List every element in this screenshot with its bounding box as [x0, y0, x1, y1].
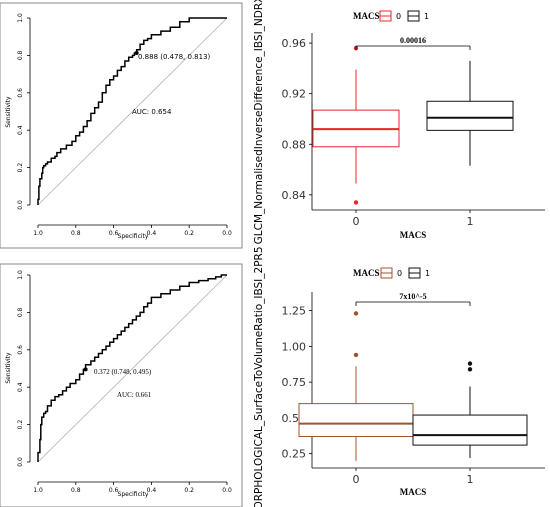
box-y-tick-label: 1.25: [282, 305, 307, 318]
roc-y-tick-label: 1.0: [17, 270, 24, 280]
box-y-tick-label: 0.92: [282, 88, 307, 101]
roc-y-tick-label: 0.6: [17, 88, 24, 98]
significance-bracket: 7x10^-5: [355, 292, 471, 306]
box-x-label: MACS: [400, 230, 427, 240]
roc-diagonal: [37, 17, 228, 206]
box-y-tick-label: 0.88: [282, 138, 307, 151]
roc-y-tick-label: 0.0: [17, 200, 24, 210]
roc-y-label: Sensitivity: [5, 352, 12, 384]
roc-y-tick-label: 0.8: [17, 307, 24, 317]
box-y-ticks: 0.84 0.88 0.92 0.96: [282, 37, 312, 202]
roc-frame: [0, 263, 243, 507]
roc-y-label: Sensitivity: [5, 96, 12, 128]
roc-diagonal: [37, 274, 228, 463]
box-outlier: [353, 200, 359, 205]
box-group-1: [426, 60, 514, 166]
box-iqr: [426, 100, 514, 131]
box-group-0: [312, 45, 400, 205]
box-outlier: [467, 361, 473, 366]
legend-title: MACS: [353, 11, 380, 21]
roc-y-ticks: 0.0 0.2 0.4 0.6 0.8 1.0: [17, 13, 30, 210]
box-y-tick-label: 0.75: [282, 376, 307, 389]
roc-x-ticks: 1.0 0.8 0.6 0.4 0.2 0.0: [33, 482, 232, 494]
legend-item-1: 1: [425, 269, 430, 278]
roc-x-tick-label: 0.0: [222, 230, 232, 237]
roc-auc-label: AUC: 0.661: [117, 391, 152, 399]
box-y-label: GLCM_NormalisedInverseDifference_IBSI_ND…: [253, 0, 265, 244]
box-outlier: [467, 367, 473, 372]
roc-threshold-point: [83, 367, 88, 372]
box-x-tick-label: 1: [467, 473, 474, 486]
roc-auc-label: AUC: 0.654: [132, 108, 172, 116]
roc-x-tick-label: 0.6: [109, 230, 119, 237]
box-iqr: [412, 414, 528, 446]
roc-curve: [37, 274, 227, 462]
roc-y-tick-label: 0.4: [17, 382, 24, 392]
box-x-tick-label: 0: [353, 473, 360, 486]
roc-threshold-label: 0.888 (0.478, 0.813): [138, 53, 211, 61]
roc-y-tick-label: 1.0: [17, 13, 24, 23]
roc-x-tick-label: 0.4: [147, 487, 157, 494]
roc-y-tick-label: 0.6: [17, 345, 24, 355]
box-y-tick-label: 0.25: [282, 448, 307, 461]
legend-item-1: 1: [424, 12, 429, 21]
roc-x-tick-label: 0.2: [184, 230, 194, 237]
roc-curve: [37, 17, 227, 205]
box-x-label: MACS: [400, 487, 427, 497]
roc-panel-bottom: 1.0 0.8 0.6 0.4 0.2 0.0 0.0 0.2 0.4 0.6 0.8 1.0 0.…: [0, 263, 243, 507]
roc-y-tick-label: 0.2: [17, 420, 24, 430]
roc-x-tick-label: 0.8: [71, 487, 81, 494]
box-y-tick-label: 0.84: [282, 189, 307, 202]
roc-x-tick-label: 0.4: [147, 230, 157, 237]
roc-y-tick-label: 0.8: [17, 50, 24, 60]
roc-threshold-point: [134, 50, 139, 55]
box-y-label: ORPHOLOGICAL_SurfaceToVolumeRatio_IBSI_2…: [253, 246, 265, 507]
roc-y-ticks: 0.0 0.2 0.4 0.6 0.8 1.0: [17, 270, 30, 467]
box-y-tick-label: 0.96: [282, 37, 307, 50]
box-iqr: [298, 403, 414, 438]
roc-x-ticks: 1.0 0.8 0.6 0.4 0.2 0.0: [33, 225, 232, 237]
roc-x-label: Specificity: [118, 233, 149, 240]
roc-x-tick-label: 0.6: [109, 487, 119, 494]
roc-x-tick-label: 1.0: [33, 230, 43, 237]
roc-threshold-label: 0.372 (0.748, 0.495): [94, 368, 152, 376]
legend-title: MACS: [353, 268, 380, 278]
roc-x-tick-label: 0.0: [222, 487, 232, 494]
roc-y-tick-label: 0.2: [17, 163, 24, 173]
box-outlier: [353, 352, 359, 358]
roc-frame: [0, 2, 243, 249]
roc-y-tick-label: 0.4: [17, 125, 24, 135]
roc-x-label: Specificity: [118, 491, 149, 498]
box-series: [312, 45, 514, 205]
box-y-tick-label: 1.00: [282, 340, 307, 353]
roc-x-tick-label: 0.2: [184, 487, 194, 494]
roc-x-tick-label: 1.0: [33, 487, 43, 494]
roc-x-tick-label: 0.8: [71, 230, 81, 237]
roc-panel-top: 1.0 0.8 0.6 0.4 0.2 0.0 0.0 0.2 0.4 0.6 0.8 1.0 0.…: [0, 2, 243, 249]
legend-item-0: 0: [397, 269, 402, 278]
significance-bracket: 0.00016: [355, 36, 471, 50]
legend-item-0: 0: [396, 12, 401, 21]
box-legend: MACS 0 1: [353, 10, 429, 22]
box-y-ticks: 0.250.500.751.001.25: [282, 305, 312, 461]
p-value-label: 0.00016: [400, 36, 426, 45]
box-outlier: [353, 311, 359, 316]
box-legend: MACS 0 1: [353, 267, 430, 279]
roc-y-tick-label: 0.0: [17, 457, 24, 467]
box-x-tick-label: 1: [467, 215, 474, 228]
box-x-tick-label: 0: [353, 215, 360, 228]
box-series: [298, 311, 528, 461]
p-value-label: 7x10^-5: [399, 292, 426, 301]
box-group-0: [298, 311, 414, 461]
box-group-1: [412, 361, 528, 458]
